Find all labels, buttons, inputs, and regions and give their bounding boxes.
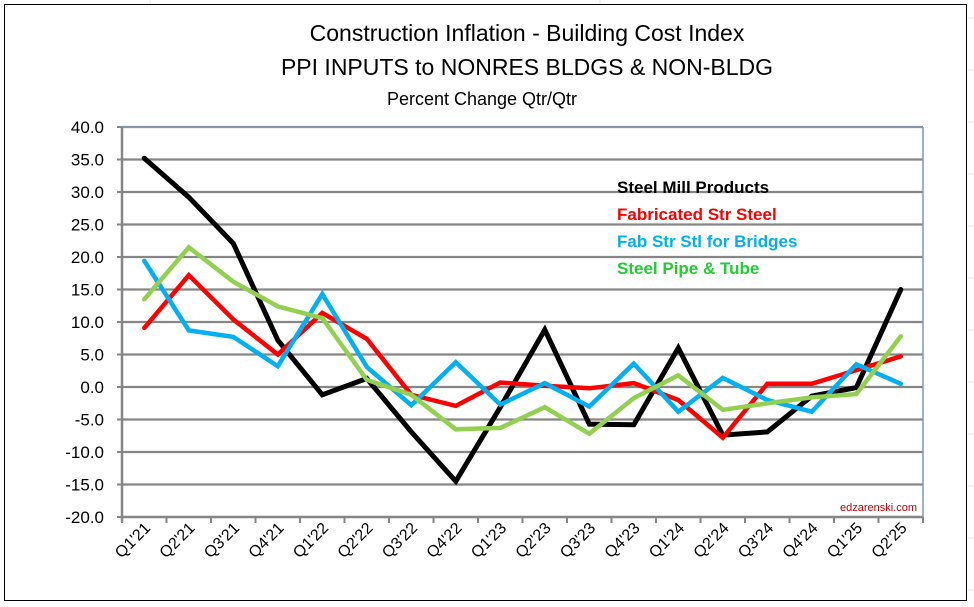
x-tick-label: Q4'23	[602, 520, 644, 562]
x-tick-label: Q1'25	[824, 520, 866, 562]
x-tick-label: Q3'23	[557, 520, 599, 562]
legend: Steel Mill Products Fabricated Str Steel…	[617, 174, 797, 282]
y-tick-label: 0.0	[80, 378, 104, 397]
y-tick-label: -5.0	[75, 411, 104, 430]
x-tick-label: Q1'24	[646, 520, 688, 562]
legend-entry-steel-mill-products: Steel Mill Products	[617, 178, 770, 197]
series-line-steel-mill-products	[141, 155, 904, 486]
x-tick-label: Q2'23	[513, 520, 555, 562]
x-tick-label: Q2'24	[691, 520, 733, 562]
x-tick-label: Q1'21	[112, 520, 154, 562]
y-tick-label: -10.0	[65, 443, 104, 462]
chart-title: Construction Inflation - Building Cost I…	[309, 20, 745, 46]
x-tick-label: Q1'23	[468, 520, 510, 562]
chart-title-line-2: PPI INPUTS to NONRES BLDGS & NON-BLDG	[280, 54, 774, 80]
chart-subtitle: Percent Change Qtr/Qtr	[386, 89, 578, 109]
y-tick-label: -15.0	[65, 476, 104, 495]
legend-entry-steel-pipe-tube: Steel Pipe & Tube	[617, 259, 760, 278]
y-tick-label: 40.0	[71, 118, 104, 137]
y-tick-label: 5.0	[80, 346, 104, 365]
y-tick-label: -20.0	[65, 508, 104, 527]
y-tick-label: 25.0	[71, 216, 104, 235]
legend-entry-fabricated-str-steel: Fabricated Str Steel	[617, 205, 777, 224]
series-line-fabricated-str-steel	[142, 271, 904, 441]
x-tick-label: Q3'22	[379, 520, 421, 562]
x-tick-label: Q3'24	[735, 520, 777, 562]
x-tick-label: Q1'22	[290, 520, 332, 562]
watermark: edzarenski.com	[840, 502, 918, 514]
series-line-steel-pipe-tube	[142, 244, 904, 437]
y-tick-label: 15.0	[71, 281, 104, 300]
x-tick-label: Q2'21	[157, 520, 199, 562]
y-tick-label: 35.0	[71, 151, 104, 170]
y-tick-label: 30.0	[71, 183, 104, 202]
y-tick-label: 20.0	[71, 248, 104, 267]
x-tick-label: Q4'22	[424, 520, 466, 562]
x-tick-label: Q2'22	[335, 520, 377, 562]
x-tick-label: Q3'21	[201, 520, 243, 562]
legend-entry-fab-str-stl-bridges: Fab Str Stl for Bridges	[617, 232, 798, 251]
x-tick-label: Q2'25	[869, 520, 911, 562]
x-tick-label: Q4'24	[780, 520, 822, 562]
x-tick-label: Q4'21	[246, 520, 288, 562]
y-tick-label: 10.0	[71, 313, 104, 332]
